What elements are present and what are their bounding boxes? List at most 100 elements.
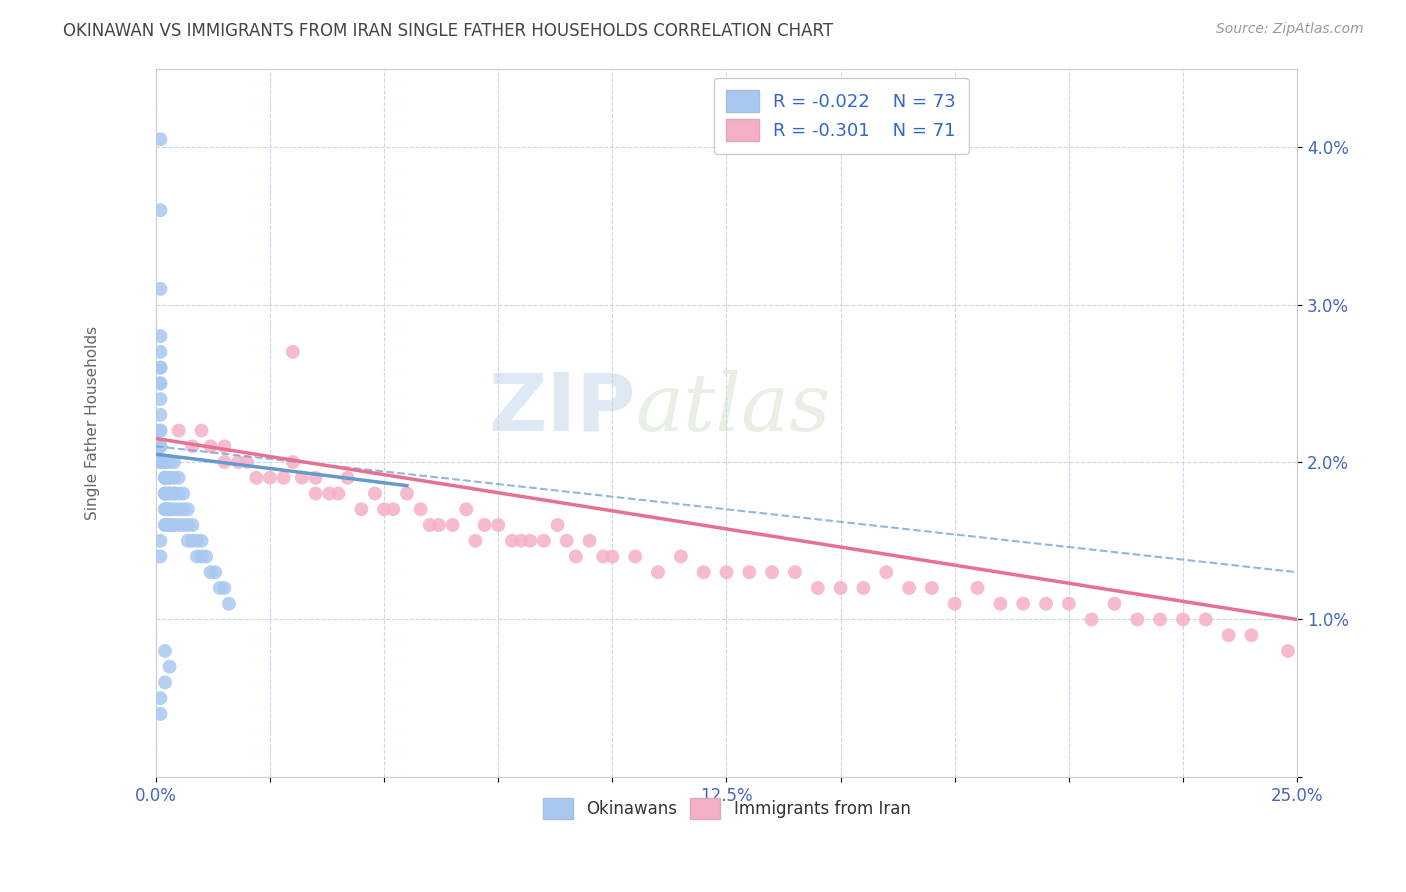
Point (153, 486, 176, 500)
Point (149, 360, 172, 375)
Point (783, 566, 806, 580)
Text: OKINAWAN VS IMMIGRANTS FROM IRAN SINGLE FATHER HOUSEHOLDS CORRELATION CHART: OKINAWAN VS IMMIGRANTS FROM IRAN SINGLE … (63, 22, 834, 40)
Point (214, 455, 236, 469)
Point (1149, 612, 1171, 626)
Point (441, 518, 464, 533)
Point (1171, 612, 1194, 626)
Point (214, 581, 236, 595)
Text: atlas: atlas (636, 370, 831, 447)
Point (149, 360, 172, 375)
Point (149, 282, 172, 296)
Point (172, 502, 194, 516)
Point (181, 518, 204, 533)
Point (167, 486, 190, 500)
Point (273, 471, 295, 485)
Point (159, 471, 181, 485)
Point (486, 518, 509, 533)
Point (149, 344, 172, 359)
Point (510, 533, 533, 548)
Point (186, 549, 208, 564)
Point (149, 691, 172, 706)
Point (602, 549, 624, 564)
Point (159, 518, 181, 533)
Point (149, 533, 172, 548)
Point (226, 455, 249, 469)
Point (159, 659, 181, 673)
Point (153, 471, 176, 485)
Point (153, 471, 176, 485)
Point (1104, 597, 1126, 611)
Point (547, 518, 569, 533)
Point (177, 518, 200, 533)
Point (153, 502, 176, 516)
Point (149, 455, 172, 469)
Point (921, 581, 943, 595)
Point (163, 502, 186, 516)
Point (807, 581, 830, 595)
Point (167, 424, 190, 438)
Point (761, 566, 783, 580)
Point (427, 518, 450, 533)
Point (149, 455, 172, 469)
Point (149, 376, 172, 391)
Point (409, 502, 432, 516)
Point (200, 439, 222, 453)
Point (898, 581, 921, 595)
Point (647, 566, 669, 580)
Point (153, 455, 176, 469)
Point (364, 486, 387, 500)
Point (149, 549, 172, 564)
Point (350, 502, 373, 516)
Point (519, 533, 541, 548)
Point (669, 549, 692, 564)
Point (149, 408, 172, 422)
Point (149, 424, 172, 438)
Point (281, 344, 304, 359)
Point (181, 439, 204, 453)
Point (167, 502, 190, 516)
Point (153, 455, 176, 469)
Point (172, 486, 194, 500)
Point (149, 424, 172, 438)
Point (190, 549, 212, 564)
Point (1080, 612, 1102, 626)
Y-axis label: Single Father Households: Single Father Households (86, 326, 100, 520)
Point (167, 471, 190, 485)
Point (1218, 628, 1240, 642)
Point (159, 471, 181, 485)
Point (218, 597, 240, 611)
Point (153, 486, 176, 500)
Point (153, 502, 176, 516)
Point (565, 549, 588, 564)
Point (149, 392, 172, 406)
Point (236, 455, 259, 469)
Point (153, 644, 176, 658)
Point (1035, 597, 1057, 611)
Point (153, 675, 176, 690)
Point (328, 486, 350, 500)
Point (456, 502, 478, 516)
Point (555, 533, 578, 548)
Point (966, 581, 988, 595)
Point (1240, 628, 1263, 642)
Point (336, 471, 359, 485)
Point (167, 518, 190, 533)
Point (172, 518, 194, 533)
Point (245, 471, 267, 485)
Point (190, 533, 212, 548)
Point (159, 518, 181, 533)
Text: Source: ZipAtlas.com: Source: ZipAtlas.com (1216, 22, 1364, 37)
Point (373, 502, 395, 516)
Text: ZIP: ZIP (488, 369, 636, 448)
Point (159, 455, 181, 469)
Point (163, 518, 186, 533)
Point (419, 518, 441, 533)
Point (159, 502, 181, 516)
Point (382, 502, 405, 516)
Point (395, 486, 418, 500)
Point (153, 471, 176, 485)
Point (214, 439, 236, 453)
Point (1126, 612, 1149, 626)
Point (318, 486, 340, 500)
Point (1195, 612, 1218, 626)
